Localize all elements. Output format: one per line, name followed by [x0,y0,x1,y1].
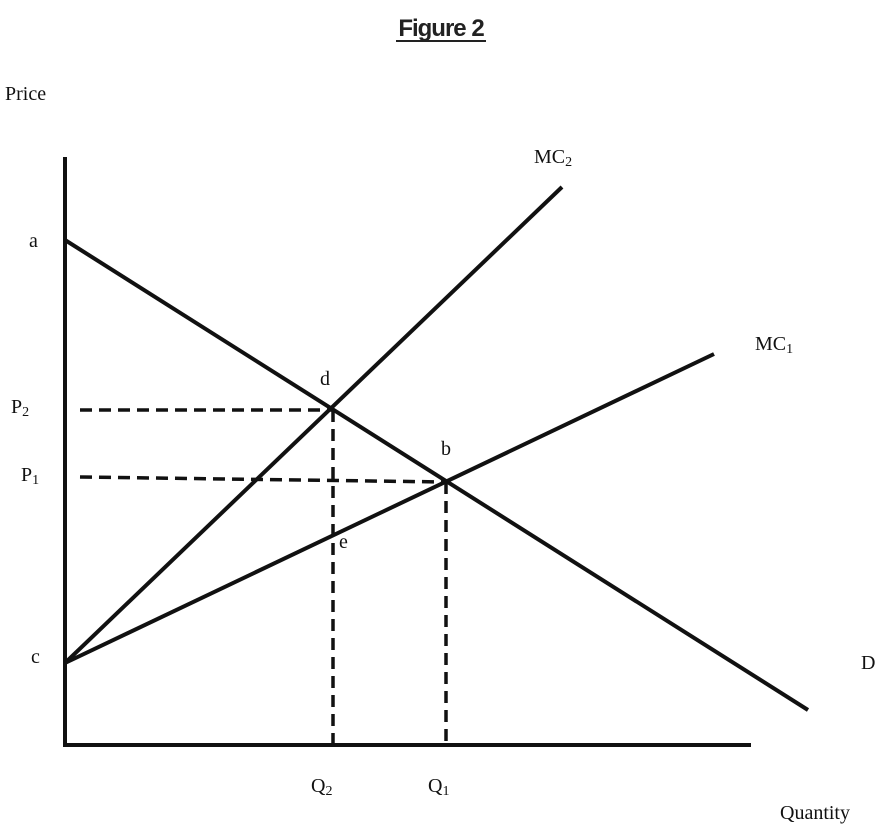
label-mc2: MC2 [534,146,572,170]
y-axis-label: Price [5,83,46,105]
label-text: Q [311,775,326,797]
label-b: b [441,438,451,460]
label-d: d [320,368,330,390]
label-demand-text: D [861,652,875,674]
label-sub: 1 [786,342,793,357]
label-text: Q [428,775,443,797]
label-sub: 1 [32,473,39,488]
label-text: P [21,464,32,486]
p1-guide [79,475,446,484]
label-demand: D [861,652,875,674]
label-p2: P2 [11,396,29,420]
label-c-text: c [31,646,40,668]
label-q2: Q2 [311,775,332,799]
x-axis-label-text: Quantity [780,802,850,824]
label-sub: 2 [565,155,572,170]
title-text: Figure 2 [398,15,484,42]
label-d-text: d [320,368,330,390]
label-c: c [31,646,40,668]
label-sub: 2 [325,784,332,799]
label-text: MC [755,333,786,355]
label-a: a [29,230,38,252]
label-p1: P1 [21,464,39,488]
label-text: P [11,396,22,418]
label-mc1: MC1 [755,333,793,357]
x-axis-label: Quantity [780,802,850,824]
label-sub: 1 [442,784,449,799]
mc2-curve [63,185,564,665]
label-sub: 2 [22,405,29,420]
title: Figure 2 [398,15,484,42]
label-e-text: e [339,531,348,553]
label-q1: Q1 [428,775,449,799]
y-axis-label-text: Price [5,83,46,105]
label-text: MC [534,146,565,168]
label-e: e [339,531,348,553]
label-a-text: a [29,230,38,252]
demand-curve [63,238,810,712]
mc1-curve [64,352,715,665]
label-b-text: b [441,438,451,460]
